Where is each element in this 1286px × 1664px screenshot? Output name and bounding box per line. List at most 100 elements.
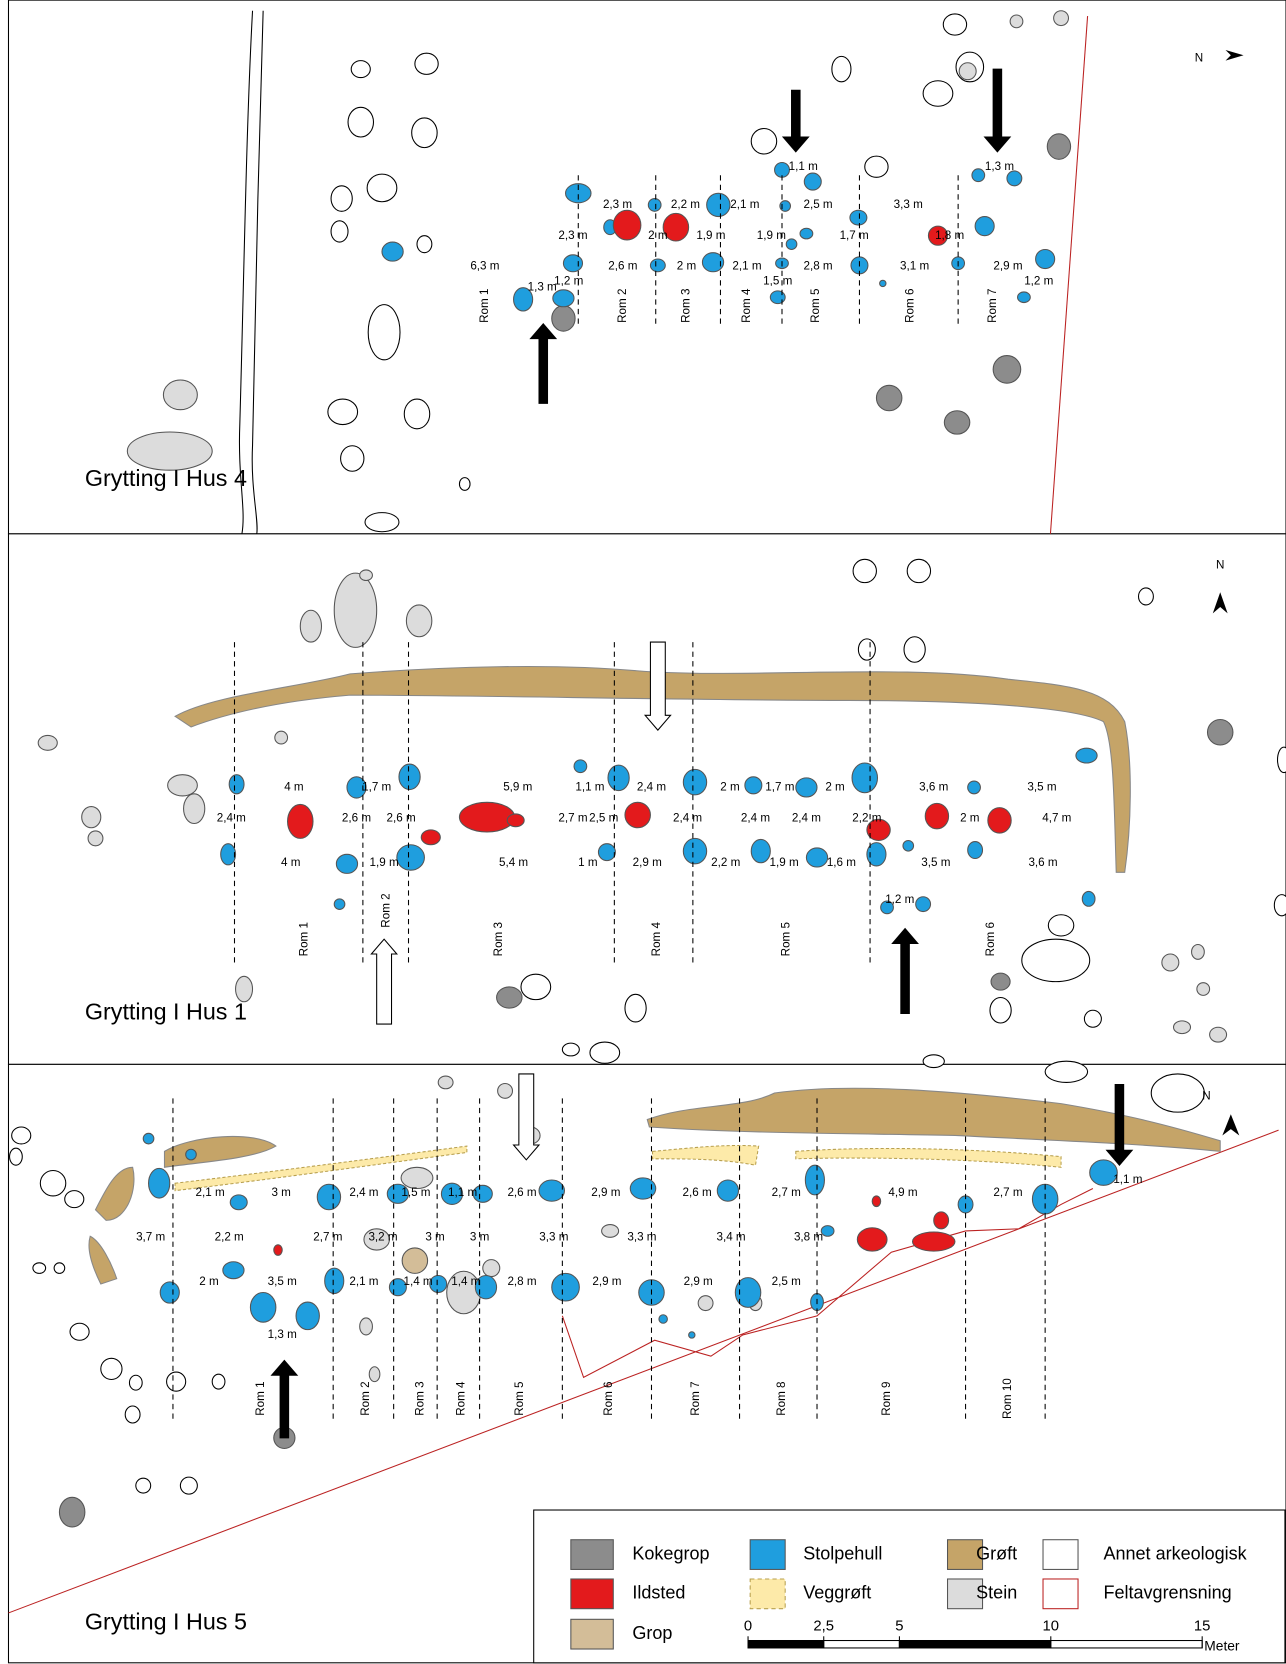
other-feature (212, 1374, 225, 1389)
distance-label: 2 m (825, 781, 844, 794)
other-feature (415, 53, 438, 74)
distance-label: 1,2 m (554, 274, 583, 287)
legend-label: Ildsted (632, 1583, 685, 1603)
post-hole (648, 199, 661, 212)
scale-segment (899, 1641, 1050, 1648)
legend-label: Grop (632, 1623, 672, 1643)
distance-label: 3,5 m (921, 856, 950, 869)
legend-swatch (571, 1579, 613, 1609)
post-hole (916, 897, 931, 912)
distance-label: 3,1 m (900, 260, 929, 273)
distance-label: 2,8 m (803, 260, 832, 273)
post-hole (800, 228, 813, 239)
hearth (421, 830, 440, 845)
cooking-pit (876, 385, 901, 410)
distance-label: 2,6 m (608, 260, 637, 273)
distance-label: 1,5 m (763, 274, 792, 287)
distance-label: 2 m (677, 260, 696, 273)
stone (82, 807, 101, 828)
distance-label: 3 m (271, 1186, 290, 1199)
room-label: Rom 5 (809, 289, 822, 323)
distance-label: 3,3 m (539, 1230, 568, 1243)
distance-label: 1,1 m (575, 781, 604, 794)
distance-label: 2 m (199, 1275, 218, 1288)
distance-label: 1,2 m (885, 893, 914, 906)
other-feature (1151, 1074, 1204, 1112)
legend-swatch (1043, 1540, 1078, 1570)
other-feature (125, 1406, 140, 1423)
distance-label: 2,9 m (591, 1186, 620, 1199)
post-hole (821, 1226, 834, 1237)
hearth (625, 802, 650, 827)
post-hole (598, 844, 615, 861)
post-hole (223, 1262, 244, 1279)
other-feature (1022, 939, 1090, 981)
distance-label: 2,7 m (313, 1230, 342, 1243)
post-hole (1036, 249, 1055, 268)
other-feature (751, 129, 776, 154)
cooking-pit (552, 306, 575, 331)
post-hole (143, 1133, 154, 1144)
distance-label: 3 m (470, 1230, 489, 1243)
post-hole (775, 162, 790, 177)
distance-label: 2,9 m (592, 1275, 621, 1288)
distance-label: 2,5 m (803, 198, 832, 211)
scale-unit: Meter (1204, 1639, 1240, 1654)
other-feature (365, 513, 399, 532)
post-hole (397, 845, 425, 870)
post-hole (336, 854, 357, 873)
other-feature (331, 186, 352, 211)
distance-label: 2,4 m (741, 811, 770, 824)
other-feature (367, 174, 397, 202)
post-hole (325, 1268, 344, 1293)
other-feature (625, 994, 646, 1022)
post-hole (221, 844, 236, 865)
other-feature (417, 236, 432, 253)
distance-label: 3 m (425, 1230, 444, 1243)
stone (184, 794, 205, 824)
post-hole (683, 769, 706, 794)
post-hole (852, 763, 877, 793)
other-feature (907, 559, 930, 582)
post-hole (399, 764, 420, 789)
other-feature (858, 639, 875, 660)
distance-label: 2,5 m (589, 811, 618, 824)
stone (369, 1367, 380, 1382)
post-hole (683, 838, 706, 863)
scale-segment (748, 1641, 824, 1648)
other-feature (1084, 1010, 1101, 1027)
distance-label: 2,1 m (730, 198, 759, 211)
post-hole (805, 1165, 824, 1195)
scale-label: 2,5 (813, 1619, 834, 1635)
legend-label: Feltavgrensning (1103, 1583, 1231, 1603)
distance-label: 2,9 m (993, 260, 1022, 273)
stone (168, 775, 198, 796)
pit (402, 1248, 427, 1273)
legend-label: Stolpehull (803, 1543, 882, 1563)
cooking-pit (1047, 134, 1070, 159)
other-feature (904, 637, 925, 662)
north-label: N (1195, 52, 1203, 65)
stone (438, 1076, 453, 1089)
room-label: Rom 8 (775, 1381, 788, 1415)
distance-label: 2,6 m (683, 1186, 712, 1199)
other-feature (101, 1358, 122, 1379)
other-feature (943, 14, 966, 35)
other-feature (180, 1477, 197, 1494)
legend-label: Veggrøft (803, 1583, 871, 1603)
room-label: Rom 3 (413, 1381, 426, 1415)
room-label: Rom 4 (650, 921, 663, 956)
other-feature (1278, 747, 1286, 772)
distance-label: 1,9 m (757, 229, 786, 242)
distance-label: 2,1 m (196, 1186, 225, 1199)
distance-label: 1,7 m (765, 781, 794, 794)
post-hole (650, 259, 665, 272)
distance-label: 2,9 m (633, 856, 662, 869)
distance-label: 1,3 m (268, 1328, 297, 1341)
other-feature (351, 61, 370, 78)
scale-segment (1051, 1641, 1202, 1648)
post-hole (1007, 171, 1022, 186)
room-label: Rom 6 (602, 1381, 615, 1415)
post-hole (968, 842, 983, 859)
post-hole (745, 777, 762, 794)
